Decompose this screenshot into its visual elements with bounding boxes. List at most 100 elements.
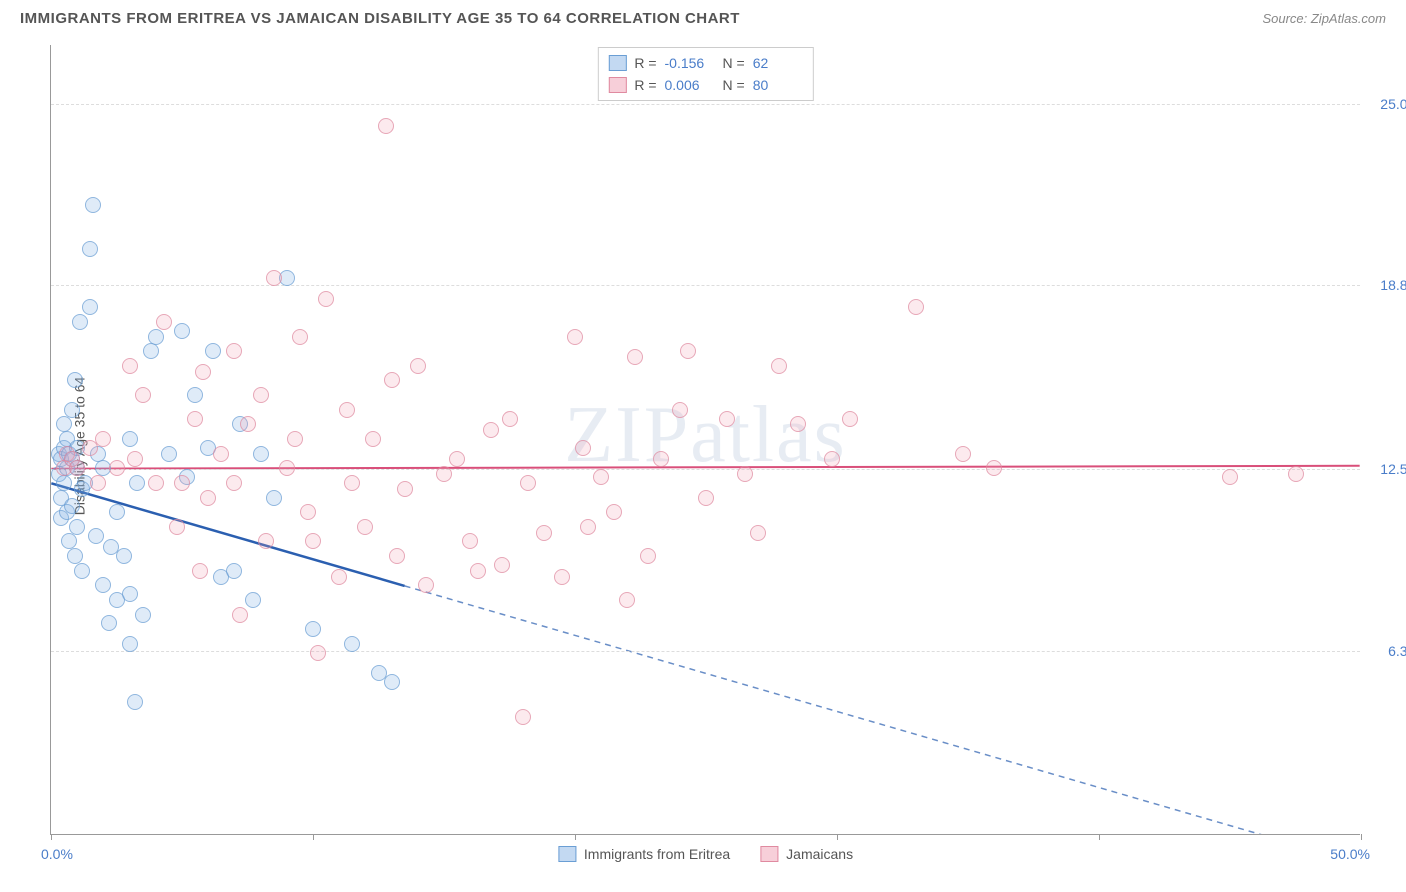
data-point	[266, 270, 282, 286]
data-point	[129, 475, 145, 491]
data-point	[344, 636, 360, 652]
data-point	[56, 416, 72, 432]
data-point	[122, 358, 138, 374]
x-tick	[313, 834, 314, 840]
data-point	[384, 674, 400, 690]
data-point	[200, 490, 216, 506]
x-tick	[837, 834, 838, 840]
data-point	[389, 548, 405, 564]
data-point	[148, 329, 164, 345]
data-point	[672, 402, 688, 418]
data-point	[331, 569, 347, 585]
data-point	[258, 533, 274, 549]
data-point	[680, 343, 696, 359]
data-point	[436, 466, 452, 482]
data-point	[449, 451, 465, 467]
data-point	[418, 577, 434, 593]
data-point	[318, 291, 334, 307]
data-point	[606, 504, 622, 520]
y-tick-label: 18.8%	[1380, 277, 1406, 293]
data-point	[536, 525, 552, 541]
data-point	[69, 519, 85, 535]
data-point	[520, 475, 536, 491]
series-legend: Immigrants from Eritrea Jamaicans	[558, 846, 853, 862]
data-point	[156, 314, 172, 330]
data-point	[109, 460, 125, 476]
x-tick	[1099, 834, 1100, 840]
data-point	[95, 431, 111, 447]
data-point	[88, 528, 104, 544]
data-point	[174, 323, 190, 339]
data-point	[64, 498, 80, 514]
chart-source: Source: ZipAtlas.com	[1262, 11, 1386, 26]
data-point	[143, 343, 159, 359]
data-point	[116, 548, 132, 564]
data-point	[640, 548, 656, 564]
data-point	[494, 557, 510, 573]
legend-item: Jamaicans	[760, 846, 853, 862]
data-point	[750, 525, 766, 541]
gridline	[51, 285, 1360, 286]
watermark: ZIPatlas	[564, 389, 847, 480]
data-point	[593, 469, 609, 485]
x-axis-min-label: 0.0%	[41, 846, 73, 862]
data-point	[627, 349, 643, 365]
data-point	[300, 504, 316, 520]
data-point	[378, 118, 394, 134]
data-point	[344, 475, 360, 491]
data-point	[824, 451, 840, 467]
data-point	[365, 431, 381, 447]
data-point	[292, 329, 308, 345]
data-point	[790, 416, 806, 432]
data-point	[619, 592, 635, 608]
data-point	[109, 504, 125, 520]
data-point	[122, 431, 138, 447]
swatch-icon	[608, 55, 626, 71]
data-point	[253, 387, 269, 403]
data-point	[67, 548, 83, 564]
data-point	[397, 481, 413, 497]
data-point	[69, 460, 85, 476]
data-point	[72, 314, 88, 330]
data-point	[279, 460, 295, 476]
gridline	[51, 104, 1360, 105]
data-point	[1288, 466, 1304, 482]
data-point	[95, 577, 111, 593]
y-tick-label: 12.5%	[1380, 461, 1406, 477]
data-point	[653, 451, 669, 467]
gridline	[51, 651, 1360, 652]
swatch-icon	[558, 846, 576, 862]
data-point	[195, 364, 211, 380]
data-point	[226, 343, 242, 359]
data-point	[698, 490, 714, 506]
data-point	[82, 299, 98, 315]
data-point	[575, 440, 591, 456]
data-point	[410, 358, 426, 374]
data-point	[842, 411, 858, 427]
data-point	[955, 446, 971, 462]
data-point	[135, 387, 151, 403]
data-point	[986, 460, 1002, 476]
data-point	[135, 607, 151, 623]
data-point	[169, 519, 185, 535]
data-point	[67, 372, 83, 388]
data-point	[908, 299, 924, 315]
legend-item: Immigrants from Eritrea	[558, 846, 730, 862]
data-point	[305, 621, 321, 637]
x-tick	[1361, 834, 1362, 840]
gridline	[51, 469, 1360, 470]
data-point	[357, 519, 373, 535]
data-point	[232, 607, 248, 623]
data-point	[213, 446, 229, 462]
data-point	[127, 451, 143, 467]
swatch-icon	[608, 77, 626, 93]
data-point	[174, 475, 190, 491]
stats-row: R = -0.156 N = 62	[608, 52, 802, 74]
y-tick-label: 6.3%	[1388, 643, 1406, 659]
data-point	[1222, 469, 1238, 485]
data-point	[205, 343, 221, 359]
data-point	[470, 563, 486, 579]
data-point	[240, 416, 256, 432]
data-point	[64, 402, 80, 418]
data-point	[771, 358, 787, 374]
